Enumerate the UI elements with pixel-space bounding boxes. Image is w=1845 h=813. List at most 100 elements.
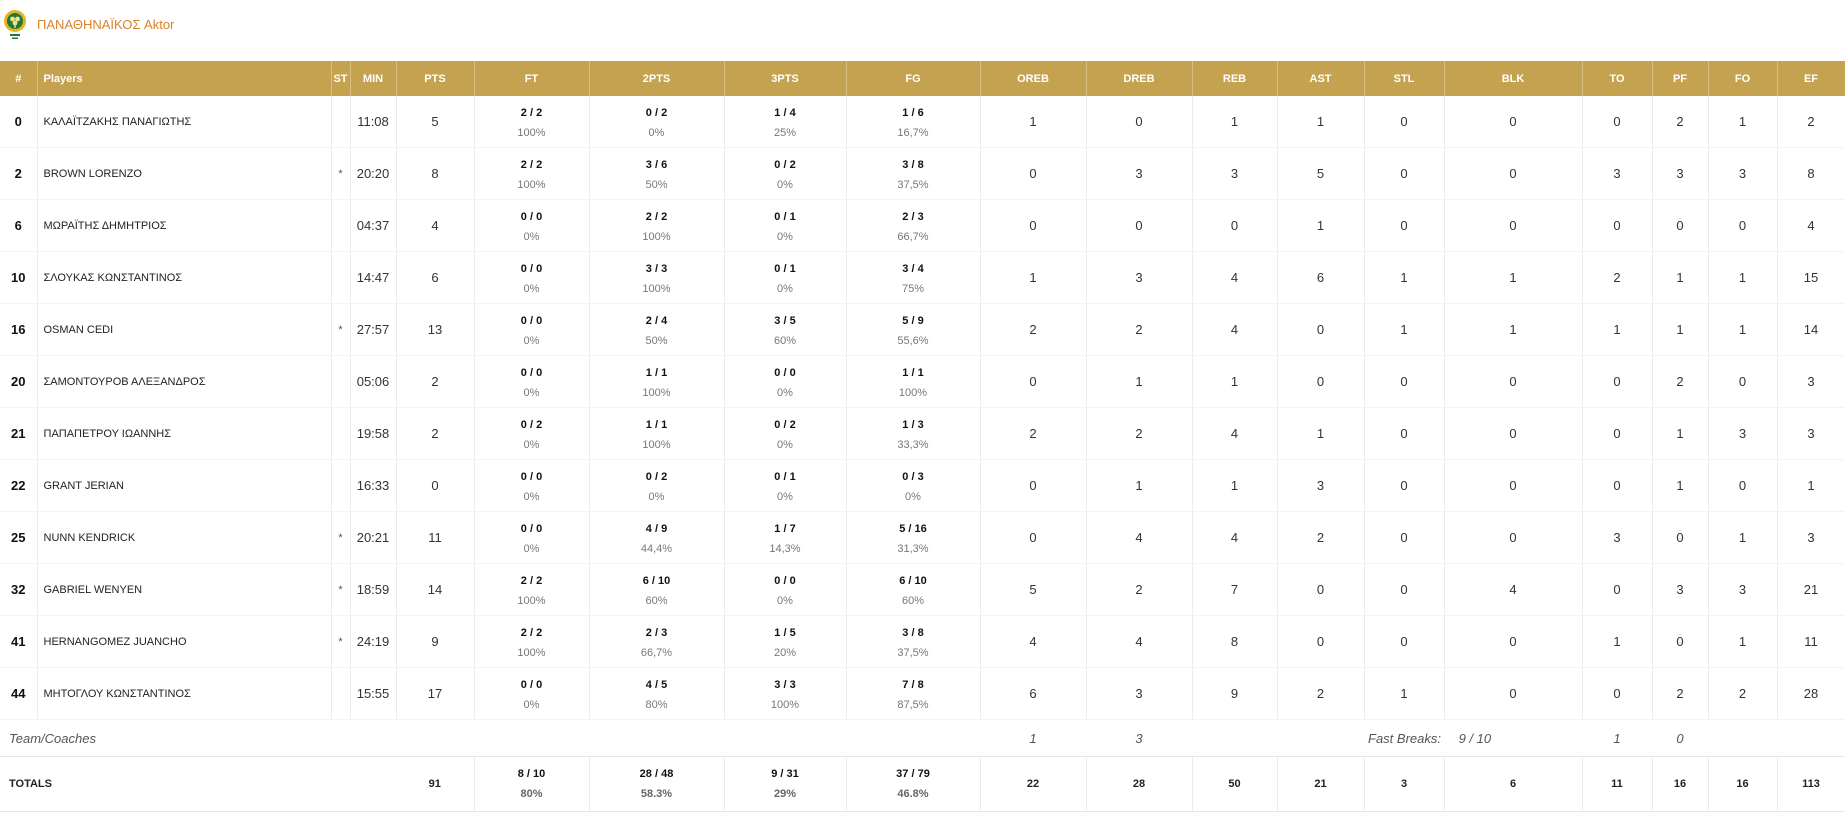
- player-fg: 5 / 9 55,6%: [846, 303, 981, 356]
- col-header-players[interactable]: Players: [37, 61, 332, 96]
- player-2pts: 2 / 2 100%: [589, 199, 725, 252]
- player-stl: 0: [1364, 459, 1445, 512]
- starter-marker: [331, 251, 351, 304]
- player-name[interactable]: ΜΩΡΑΪΤΗΣ ΔΗΜΗΤΡΙΟΣ: [37, 199, 332, 252]
- player-dreb: 1: [1086, 459, 1193, 512]
- col-header-blk[interactable]: BLK: [1444, 61, 1583, 96]
- player-points: 5: [396, 96, 475, 148]
- player-fo: 1: [1708, 303, 1778, 356]
- player-row: 10 ΣΛΟΥΚΑΣ ΚΩΝΣΤΑΝΤΙΝΟΣ 14:47 6 0 / 0 0% …: [0, 251, 1845, 304]
- team-name[interactable]: ΠΑΝΑΘΗΝΑΪΚΟΣ Aktor: [37, 16, 175, 32]
- player-name[interactable]: BROWN LORENZO: [37, 147, 332, 200]
- 2pt-percentage: 44,4%: [640, 542, 673, 555]
- 2pt-made-attempted: 2 / 3: [645, 626, 668, 639]
- player-stl: 0: [1364, 511, 1445, 564]
- team-to: 1: [1582, 719, 1652, 757]
- col-header-num[interactable]: #: [0, 61, 38, 96]
- player-dreb: 2: [1086, 563, 1193, 616]
- player-number: 0: [0, 96, 38, 148]
- starter-marker: *: [331, 303, 351, 356]
- player-to: 0: [1582, 96, 1653, 148]
- player-name[interactable]: ΚΑΛΑΪΤΖΑΚΗΣ ΠΑΝΑΓΙΩΤΗΣ: [37, 96, 332, 148]
- totals-oreb: 22: [980, 756, 1087, 812]
- ft-percentage: 100%: [517, 646, 546, 659]
- starter-marker: [331, 459, 351, 512]
- starter-marker: *: [331, 615, 351, 668]
- player-name[interactable]: GABRIEL WENYEN: [37, 563, 332, 616]
- player-3pts: 3 / 3 100%: [724, 667, 847, 720]
- player-name[interactable]: ΠΑΠΑΠΕΤΡΟΥ ΙΩΑΝΝΗΣ: [37, 407, 332, 460]
- col-header-reb[interactable]: REB: [1192, 61, 1278, 96]
- player-3pts: 0 / 0 0%: [724, 355, 847, 408]
- ft-made-attempted: 0 / 0: [520, 314, 543, 327]
- col-header-oreb[interactable]: OREB: [980, 61, 1087, 96]
- player-ast: 1: [1277, 407, 1365, 460]
- 3pt-percentage: 14,3%: [769, 542, 801, 555]
- player-name[interactable]: ΣΛΟΥΚΑΣ ΚΩΝΣΤΑΝΤΙΝΟΣ: [37, 251, 332, 304]
- player-3pts: 1 / 4 25%: [724, 96, 847, 148]
- player-row: 41 HERNANGOMEZ JUANCHO * 24:19 9 2 / 2 10…: [0, 615, 1845, 668]
- col-header-ft[interactable]: FT: [474, 61, 590, 96]
- player-fo: 3: [1708, 147, 1778, 200]
- ft-percentage: 0%: [523, 386, 540, 399]
- 2pt-percentage: 100%: [642, 386, 671, 399]
- 2pt-made-attempted: 2 / 4: [645, 314, 668, 327]
- totals-dreb: 28: [1086, 756, 1193, 812]
- col-header-st[interactable]: ST: [331, 61, 351, 96]
- player-ast: 5: [1277, 147, 1365, 200]
- 2pt-made-attempted: 2 / 2: [645, 210, 668, 223]
- 3pt-made-attempted: 1 / 7: [774, 522, 796, 535]
- player-2pts: 4 / 9 44,4%: [589, 511, 725, 564]
- col-header-fg[interactable]: FG: [846, 61, 981, 96]
- player-ef: 1: [1777, 459, 1845, 512]
- player-fo: 0: [1708, 459, 1778, 512]
- col-header-ef[interactable]: EF: [1777, 61, 1845, 96]
- 2pt-percentage: 100%: [642, 438, 671, 451]
- player-name[interactable]: OSMAN CEDI: [37, 303, 332, 356]
- player-dreb: 4: [1086, 511, 1193, 564]
- 3pt-made-attempted: 0 / 2: [774, 158, 796, 171]
- 3pt-made-attempted: 0 / 0: [774, 574, 796, 587]
- player-name[interactable]: NUNN KENDRICK: [37, 511, 332, 564]
- col-header-pts[interactable]: PTS: [396, 61, 475, 96]
- player-to: 0: [1582, 563, 1653, 616]
- player-name[interactable]: ΣΑΜΟΝΤΟΥΡΟΒ ΑΛΕΞΑΝΔΡΟΣ: [37, 355, 332, 408]
- player-ft: 0 / 0 0%: [474, 459, 590, 512]
- player-stl: 1: [1364, 667, 1445, 720]
- col-header-ast[interactable]: AST: [1277, 61, 1365, 96]
- ft-made-attempted: 2 / 2: [520, 574, 543, 587]
- player-points: 11: [396, 511, 475, 564]
- player-row: 16 OSMAN CEDI * 27:57 13 0 / 0 0% 2 / 4 50…: [0, 303, 1845, 356]
- player-name[interactable]: GRANT JERIAN: [37, 459, 332, 512]
- player-to: 0: [1582, 459, 1653, 512]
- player-name[interactable]: HERNANGOMEZ JUANCHO: [37, 615, 332, 668]
- player-ast: 1: [1277, 199, 1365, 252]
- player-name[interactable]: ΜΗΤΟΓΛΟΥ ΚΩΝΣΤΑΝΤΙΝΟΣ: [37, 667, 332, 720]
- fg-made-attempted: 1 / 3: [902, 418, 924, 431]
- player-to: 0: [1582, 407, 1653, 460]
- col-header-pf[interactable]: PF: [1652, 61, 1709, 96]
- col-header-to[interactable]: TO: [1582, 61, 1653, 96]
- player-2pts: 0 / 2 0%: [589, 96, 725, 148]
- player-pf: 0: [1652, 511, 1709, 564]
- player-reb: 7: [1192, 563, 1278, 616]
- col-header-stl[interactable]: STL: [1364, 61, 1445, 96]
- player-stl: 0: [1364, 96, 1445, 148]
- col-header-2pts[interactable]: 2PTS: [589, 61, 725, 96]
- 3pt-percentage: 60%: [773, 334, 797, 347]
- player-stl: 0: [1364, 563, 1445, 616]
- team-ef-empty: [1777, 719, 1845, 757]
- player-points: 0: [396, 459, 475, 512]
- col-header-fo[interactable]: FO: [1708, 61, 1778, 96]
- team-reb-empty: [1192, 719, 1277, 757]
- totals-3pt-pct: 29%: [773, 788, 797, 800]
- 3pt-percentage: 0%: [777, 490, 793, 503]
- col-header-3pts[interactable]: 3PTS: [724, 61, 847, 96]
- col-header-min[interactable]: MIN: [350, 61, 397, 96]
- player-minutes: 11:08: [350, 96, 397, 148]
- player-to: 1: [1582, 615, 1653, 668]
- player-ft: 2 / 2 100%: [474, 563, 590, 616]
- player-3pts: 0 / 2 0%: [724, 147, 847, 200]
- ft-made-attempted: 0 / 0: [520, 366, 543, 379]
- col-header-dreb[interactable]: DREB: [1086, 61, 1193, 96]
